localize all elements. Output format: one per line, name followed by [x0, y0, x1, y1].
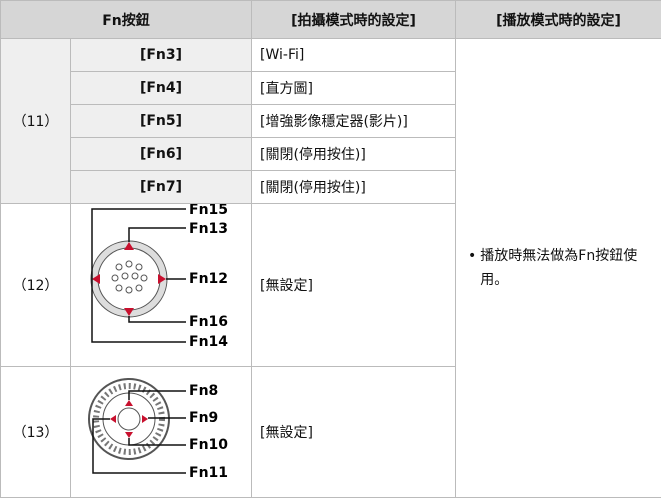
- fn-label: Fn8: [189, 383, 218, 399]
- setting: [無設定]: [251, 366, 456, 498]
- diagram-cell: Fn15 Fn13 Fn12 Fn16 Fn14: [70, 202, 252, 367]
- pins: [111, 260, 148, 294]
- inner-ring: [97, 247, 161, 311]
- fn-label: Fn15: [189, 204, 228, 218]
- fn-label: Fn12: [189, 271, 228, 287]
- arrows: [110, 400, 148, 438]
- setting: [增強影像穩定器(影片)]: [251, 104, 456, 138]
- fn-label: Fn16: [189, 314, 228, 330]
- fn-label: Fn10: [189, 437, 228, 453]
- group-label: （11）: [0, 38, 71, 204]
- dial-teeth: [93, 383, 165, 455]
- fn-label: Fn9: [189, 410, 218, 426]
- header-cell: [拍攝模式時的設定]: [251, 0, 456, 39]
- group-label: （13）: [0, 366, 71, 498]
- button: [Fn6]: [70, 137, 252, 171]
- note-text: 播放時無法做為Fn按鈕使用。: [480, 248, 638, 288]
- header-cell: [播放模式時的設定]: [455, 0, 661, 39]
- setting: [Wi-Fi]: [251, 38, 456, 72]
- fn-label: Fn14: [189, 334, 228, 350]
- button: [Fn4]: [70, 71, 252, 105]
- button: [Fn7]: [70, 170, 252, 204]
- arrows: [92, 242, 166, 316]
- setting: [關閉(停用按住)]: [251, 137, 456, 171]
- leader-lines: [91, 208, 186, 343]
- button-diagram: Fn15 Fn13 Fn12 Fn16 Fn14: [90, 202, 228, 350]
- center-button: [117, 407, 141, 431]
- playback-note: • 播放時無法做為Fn按鈕使用。: [455, 38, 661, 498]
- diagram-cell: Fn8 Fn9 Fn10 Fn11: [70, 366, 252, 498]
- dial-diagram: Fn8 Fn9 Fn10 Fn11: [88, 378, 228, 481]
- button: [Fn5]: [70, 104, 252, 138]
- setting: [關閉(停用按住)]: [251, 170, 456, 204]
- leader-lines: [92, 390, 186, 474]
- setting: [直方圖]: [251, 71, 456, 105]
- fn-label: Fn11: [189, 465, 228, 481]
- button: [Fn3]: [70, 38, 252, 72]
- fn-label: Fn13: [189, 221, 228, 237]
- setting: [無設定]: [251, 203, 456, 367]
- header-cell: Fn按鈕: [0, 0, 252, 39]
- group-label: （12）: [0, 203, 71, 367]
